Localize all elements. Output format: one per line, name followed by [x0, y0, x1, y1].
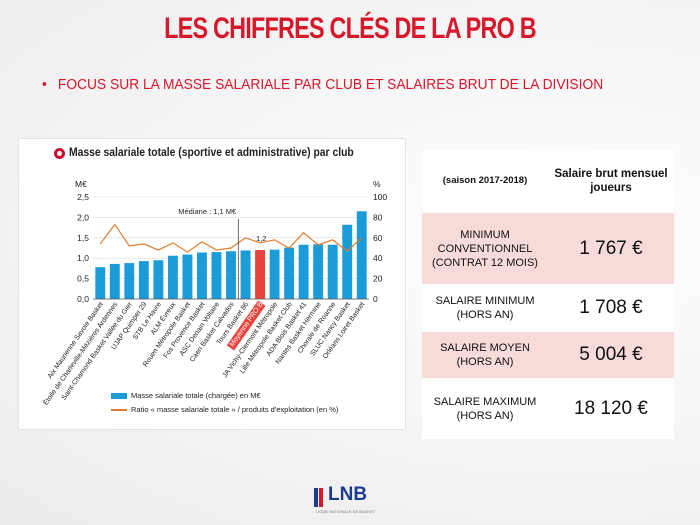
bar	[284, 247, 295, 299]
bar	[269, 249, 280, 299]
bar	[226, 251, 236, 299]
y-tick-label-left: 0,0	[77, 294, 89, 304]
y-tick-label-left: 0,5	[77, 274, 89, 284]
salary-table: (saison 2017-2018) Salaire brut mensuel …	[422, 150, 674, 439]
table-row: SALAIRE MINIMUM (HORS AN) 1 708 €	[422, 284, 674, 332]
x-tick-label: Aix Maurienne Savoie Basket	[47, 301, 105, 380]
table-row: MINIMUM CONVENTIONNEL (CONTRAT 12 MOIS) …	[422, 212, 674, 285]
y-tick-label-left: 1,0	[77, 253, 89, 263]
bar	[124, 263, 135, 299]
median-label: Médiane : 1,1 M€	[178, 207, 237, 216]
highlight-label-bg	[226, 300, 266, 351]
average-value-label: 1,2	[256, 234, 266, 243]
logo-stripe-red	[319, 488, 323, 507]
y-tick-label-right: 100	[373, 192, 387, 202]
table-row-value: 1 708 €	[548, 284, 674, 332]
y-tick-label-right: 20	[373, 274, 383, 284]
logo-stripe-blue	[314, 488, 318, 507]
table-row-value: 18 120 €	[548, 378, 674, 439]
table-row-label: SALAIRE MAXIMUM (HORS AN)	[422, 378, 548, 439]
legend-item-bars: Masse salariale totale (chargée) en M€	[111, 391, 261, 400]
table-row: SALAIRE MAXIMUM (HORS AN) 18 120 €	[422, 378, 674, 439]
legend-bar-label: Masse salariale totale (chargée) en M€	[131, 391, 261, 400]
page-title: LES CHIFFRES CLÉS DE LA PRO B	[164, 12, 537, 45]
y-tick-label-right: 80	[373, 212, 383, 222]
lnb-logo-icon	[314, 488, 323, 507]
y-tick-label-right: 60	[373, 233, 383, 243]
y-tick-label-left: 2,0	[77, 212, 89, 222]
subtitle-text: FOCUS SUR LA MASSE SALARIALE PAR CLUB ET…	[57, 76, 604, 93]
bar	[240, 250, 251, 299]
bar	[153, 260, 164, 299]
bar	[197, 252, 207, 299]
subtitle-bullet: •	[42, 76, 47, 93]
bar	[342, 224, 353, 299]
table-header-value: Salaire brut mensuel joueurs	[548, 150, 674, 213]
table-row-value: 5 004 €	[548, 331, 674, 379]
table-header-row: (saison 2017-2018) Salaire brut mensuel …	[422, 150, 674, 213]
bar	[182, 254, 193, 299]
y-tick-label-right: 0	[373, 294, 378, 304]
bar	[298, 244, 309, 299]
legend-line-swatch	[111, 409, 127, 412]
lnb-logo-subtext: LIGUE NATIONALE DE BASKET	[316, 509, 376, 514]
table-header-label: (saison 2017-2018)	[422, 150, 548, 213]
bar	[109, 263, 120, 299]
bar	[138, 261, 149, 299]
bar	[167, 255, 178, 299]
x-tick-label: Étoile de Charleville-Mézières Ardennes	[41, 300, 120, 407]
bar	[211, 252, 222, 299]
chart-title: Masse salariale totale (sportive et admi…	[69, 147, 354, 159]
lnb-logo-text: LNB	[328, 484, 368, 505]
legend-line-label: Ratio « masse salariale totale » / produ…	[131, 405, 339, 414]
chart-title-icon	[54, 148, 65, 159]
bar	[255, 250, 265, 299]
chart-svg: 0,0 0,5 1,0 1,5 2,0 2,5 0 20 40 60 80 100 M€ % Médiane…	[41, 179, 388, 407]
y-axis-unit-right: %	[373, 179, 381, 189]
legend-bar-swatch	[111, 393, 127, 400]
bar	[356, 211, 367, 299]
legend-item-line: Ratio « masse salariale totale » / produ…	[111, 405, 338, 414]
table-row-label: SALAIRE MOYEN (HORS AN)	[422, 331, 548, 379]
chart-panel: 0,0 0,5 1,0 1,5 2,0 2,5 0 20 40 60 80 100 M€% Médiane…	[18, 138, 406, 430]
y-axis-unit-left: M€	[75, 179, 87, 189]
subtitle: • FOCUS SUR LA MASSE SALARIALE PAR CLUB E…	[42, 76, 603, 93]
table-row-label: SALAIRE MINIMUM (HORS AN)	[422, 284, 548, 332]
table-row-value: 1 767 €	[548, 212, 674, 285]
ratio-line	[99, 223, 363, 253]
bar	[327, 244, 338, 299]
bar	[313, 244, 324, 299]
bar	[95, 267, 106, 299]
y-tick-label-left: 2,5	[77, 192, 89, 202]
table-row: SALAIRE MOYEN (HORS AN) 5 004 €	[422, 331, 674, 379]
y-tick-label-right: 40	[373, 253, 383, 263]
table-row-label: MINIMUM CONVENTIONNEL (CONTRAT 12 MOIS)	[422, 212, 548, 285]
y-tick-label-left: 1,5	[77, 233, 89, 243]
lnb-logo: LNB LIGUE NATIONALE DE BASKET	[310, 482, 390, 518]
